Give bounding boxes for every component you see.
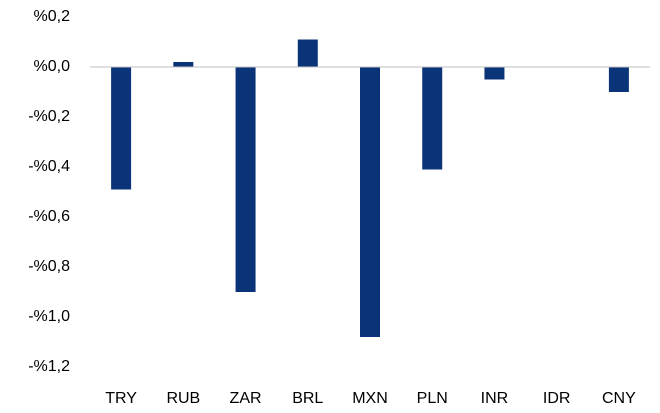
y-tick-label: %0,0 bbox=[34, 58, 71, 75]
y-tick-label: -%0,8 bbox=[28, 258, 70, 275]
y-tick-label: -%0,6 bbox=[28, 208, 70, 225]
x-tick-label: CNY bbox=[602, 390, 636, 407]
bar bbox=[484, 67, 505, 80]
x-tick-label: IDR bbox=[543, 390, 571, 407]
y-tick-label: -%1,2 bbox=[28, 358, 70, 375]
bar bbox=[111, 67, 132, 190]
y-tick-label: -%1,0 bbox=[28, 308, 70, 325]
bar bbox=[173, 62, 194, 67]
x-tick-label: INR bbox=[481, 390, 509, 407]
y-tick-label: -%0,4 bbox=[28, 158, 70, 175]
x-tick-label: ZAR bbox=[230, 390, 262, 407]
bar bbox=[360, 67, 380, 337]
x-tick-label: TRY bbox=[105, 390, 137, 407]
bar bbox=[235, 67, 256, 292]
y-tick-label: -%0,2 bbox=[28, 108, 70, 125]
x-tick-label: MXN bbox=[352, 390, 388, 407]
bar bbox=[422, 67, 443, 170]
bar bbox=[297, 39, 318, 67]
y-tick-label: %0,2 bbox=[34, 8, 71, 25]
bar bbox=[608, 67, 629, 92]
x-tick-label: PLN bbox=[417, 390, 448, 407]
x-tick-label: RUB bbox=[166, 390, 200, 407]
x-tick-label: BRL bbox=[292, 390, 323, 407]
